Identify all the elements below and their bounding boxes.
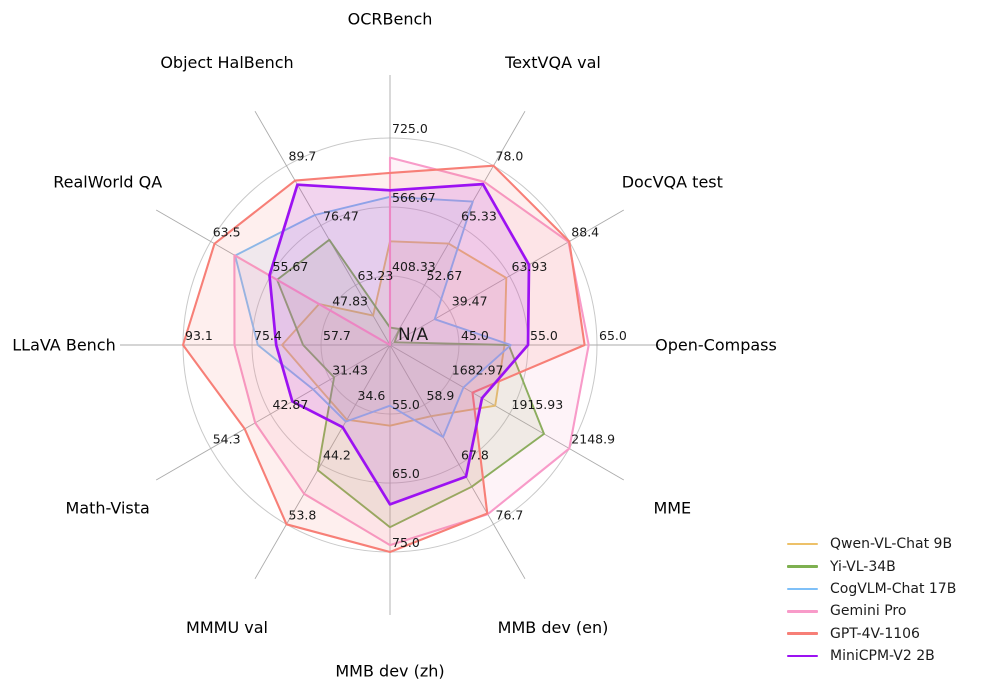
- tick-label-docvqa-test-1: 63.93: [512, 259, 548, 274]
- axis-spoke-math-vista: [155, 344, 391, 481]
- legend-item-cogvlm-chat-17b: CogVLM-Chat 17B: [787, 578, 956, 600]
- tick-label-ocrbench-1: 566.67: [392, 190, 436, 205]
- tick-label-docvqa-test-0: 88.4: [571, 225, 599, 240]
- axis-title-realworld-qa: RealWorld QA: [53, 173, 162, 192]
- axis-spoke-mmmu-val: [254, 344, 391, 580]
- tick-label-docvqa-test-2: 39.47: [452, 294, 488, 309]
- series-polygon-gpt-4v-1106: [181, 164, 586, 554]
- tick-label-math-vista-2: 31.43: [332, 363, 368, 378]
- legend-swatch-qwen-vl-chat-9b: [787, 542, 818, 546]
- tick-label-mmmu-val-0: 53.8: [289, 507, 317, 522]
- tick-label-realworld-qa-1: 55.67: [273, 259, 309, 274]
- axis-title-llava-bench: LLaVA Bench: [12, 336, 115, 355]
- axis-title-math-vista: Math-Vista: [66, 499, 150, 518]
- axis-spoke-textvqa-val: [389, 110, 526, 346]
- tick-label-mme-2: 1682.97: [452, 363, 504, 378]
- legend-label-gemini-pro: Gemini Pro: [830, 603, 907, 620]
- axis-title-textvqa-val: TextVQA val: [504, 53, 601, 72]
- tick-label-mmmu-val-2: 34.6: [358, 388, 386, 403]
- axis-spoke-object-halbench: [254, 110, 391, 346]
- tick-label-mme-1: 1915.93: [512, 397, 564, 412]
- tick-label-realworld-qa-2: 47.83: [332, 294, 368, 309]
- axis-spoke-mmb-dev-en-: [389, 344, 526, 580]
- series-polygon-minicpm-v2-2b: [268, 182, 531, 506]
- legend-swatch-minicpm-v2-2b: [787, 654, 818, 658]
- tick-label-object-halbench-2: 63.23: [358, 268, 394, 283]
- legend-item-minicpm-v2-2b: MiniCPM-V2 2B: [787, 645, 956, 667]
- axis-title-mmb-dev-zh-: MMB dev (zh): [335, 662, 444, 681]
- tick-label-mmb-dev-en--2: 58.9: [427, 388, 455, 403]
- legend-label-gpt-4v-1106: GPT-4V-1106: [830, 625, 920, 642]
- legend-swatch-cogvlm-chat-17b: [787, 587, 818, 591]
- tick-label-math-vista-1: 42.87: [273, 397, 309, 412]
- axis-title-docvqa-test: DocVQA test: [622, 173, 723, 192]
- tick-label-open-compass-0: 65.0: [599, 328, 627, 343]
- legend-swatch-gemini-pro: [787, 610, 818, 613]
- tick-label-ocrbench-2: 408.33: [392, 259, 436, 274]
- tick-label-mmb-dev-zh--1: 65.0: [392, 466, 420, 481]
- axis-title-object-halbench: Object HalBench: [160, 53, 293, 72]
- tick-label-object-halbench-1: 76.47: [323, 209, 359, 224]
- tick-label-ocrbench-0: 725.0: [392, 121, 428, 136]
- legend-label-cogvlm-chat-17b: CogVLM-Chat 17B: [830, 580, 957, 597]
- legend-item-qwen-vl-chat-9b: Qwen-VL-Chat 9B: [787, 533, 956, 555]
- tick-label-mmb-dev-en--0: 76.7: [496, 507, 524, 522]
- legend-swatch-yi-vl-34b: [787, 565, 818, 568]
- legend-swatch-gpt-4v-1106: [787, 632, 818, 636]
- tick-label-textvqa-val-2: 52.67: [427, 268, 463, 283]
- axis-title-mmmu-val: MMMU val: [186, 618, 268, 637]
- legend: Qwen-VL-Chat 9B Yi-VL-34B CogVLM-Chat 17B G…: [787, 533, 956, 667]
- tick-label-object-halbench-0: 89.7: [289, 149, 317, 164]
- tick-label-mmb-dev-en--1: 67.8: [461, 448, 489, 463]
- legend-label-minicpm-v2-2b: MiniCPM-V2 2B: [830, 648, 935, 665]
- tick-label-open-compass-1: 55.0: [530, 328, 558, 343]
- axis-title-open-compass: Open-Compass: [655, 336, 777, 355]
- tick-label-mmb-dev-zh--2: 55.0: [392, 397, 420, 412]
- axis-title-mme: MME: [653, 499, 691, 518]
- tick-label-open-compass-2: 45.0: [461, 328, 489, 343]
- tick-label-math-vista-0: 54.3: [213, 432, 241, 447]
- legend-item-gemini-pro: Gemini Pro: [787, 600, 956, 622]
- tick-label-llava-bench-1: 75.4: [254, 328, 282, 343]
- tick-label-llava-bench-2: 57.7: [323, 328, 351, 343]
- tick-label-mmmu-val-1: 44.2: [323, 448, 351, 463]
- legend-item-yi-vl-34b: Yi-VL-34B: [787, 555, 956, 577]
- legend-label-qwen-vl-chat-9b: Qwen-VL-Chat 9B: [830, 536, 953, 553]
- tick-label-mmb-dev-zh--0: 75.0: [392, 535, 420, 550]
- tick-label-mme-0: 2148.9: [571, 432, 615, 447]
- tick-label-textvqa-val-1: 65.33: [461, 209, 497, 224]
- legend-item-gpt-4v-1106: GPT-4V-1106: [787, 623, 956, 645]
- axis-spoke-mme: [389, 344, 625, 481]
- axis-title-mmb-dev-en-: MMB dev (en): [498, 618, 609, 637]
- legend-label-yi-vl-34b: Yi-VL-34B: [830, 558, 896, 575]
- axis-title-ocrbench: OCRBench: [348, 10, 433, 29]
- tick-label-realworld-qa-0: 63.5: [213, 225, 241, 240]
- tick-label-llava-bench-0: 93.1: [185, 328, 213, 343]
- center-na-label: N/A: [398, 325, 428, 345]
- tick-label-textvqa-val-0: 78.0: [496, 149, 524, 164]
